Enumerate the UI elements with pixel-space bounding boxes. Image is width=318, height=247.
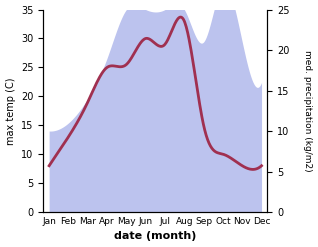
Y-axis label: med. precipitation (kg/m2): med. precipitation (kg/m2): [303, 50, 313, 172]
X-axis label: date (month): date (month): [114, 231, 197, 242]
Y-axis label: max temp (C): max temp (C): [5, 77, 16, 144]
